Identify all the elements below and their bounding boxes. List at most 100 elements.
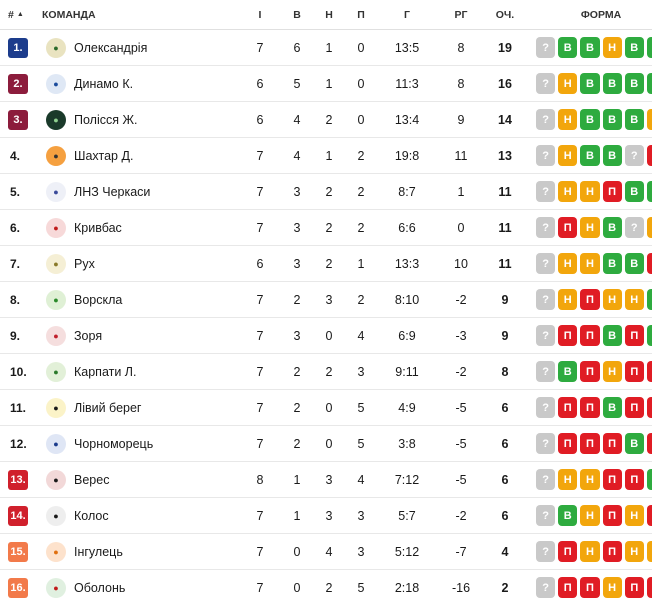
- team-cell[interactable]: ● Ворскла: [42, 289, 238, 310]
- table-row[interactable]: 4. ● Шахтар Д. 7 4 1 2 19:8 11 13 ?НВВ?П: [0, 138, 652, 174]
- team-name[interactable]: Динамо К.: [74, 76, 134, 91]
- table-row[interactable]: 7. ● Рух 6 3 2 1 13:3 10 11 ?ННВВП: [0, 246, 652, 282]
- form-result-box[interactable]: Н: [580, 505, 600, 526]
- team-name[interactable]: Інгулець: [74, 544, 123, 559]
- form-result-box[interactable]: ?: [536, 217, 556, 238]
- form-result-box[interactable]: П: [558, 217, 578, 238]
- form-result-box[interactable]: В: [558, 37, 578, 58]
- form-result-box[interactable]: П: [646, 433, 652, 454]
- form-result-box[interactable]: П: [558, 397, 578, 418]
- header-drawn[interactable]: Н: [325, 8, 333, 21]
- team-name[interactable]: ЛНЗ Черкаси: [74, 184, 151, 199]
- table-row[interactable]: 10. ● Карпати Л. 7 2 2 3 9:11 -2 8 ? В П Н П…: [0, 354, 652, 390]
- form-result-box[interactable]: ?: [536, 577, 556, 598]
- team-name[interactable]: Олександрія: [74, 40, 148, 55]
- form-result-box[interactable]: П: [624, 577, 644, 598]
- form-result-box[interactable]: П: [580, 433, 600, 454]
- form-result-box[interactable]: В: [602, 217, 622, 238]
- form-result-box[interactable]: ?: [624, 217, 644, 238]
- table-row[interactable]: 8. ● Ворскла 7 2 3 2 8:10 -2 9 ?НПННВ: [0, 282, 652, 318]
- form-result-box[interactable]: В: [624, 73, 644, 94]
- header-won[interactable]: В: [293, 8, 301, 21]
- form-result-box[interactable]: П: [558, 577, 578, 598]
- form-result-box[interactable]: В: [646, 325, 652, 346]
- form-result-box[interactable]: Н: [624, 505, 644, 526]
- team-name[interactable]: Кривбас: [74, 220, 122, 235]
- form-result-box[interactable]: Н: [646, 109, 652, 130]
- team-name[interactable]: Верес: [74, 472, 110, 487]
- team-cell[interactable]: ● Рух: [42, 253, 238, 274]
- form-result-box[interactable]: Н: [558, 73, 578, 94]
- team-name[interactable]: Рух: [74, 256, 95, 271]
- table-row[interactable]: 3. ● Полісся Ж. 6 4 2 0 13:4 9 14 ?НВВВН: [0, 102, 652, 138]
- form-result-box[interactable]: Н: [602, 37, 622, 58]
- form-result-box[interactable]: В: [624, 109, 644, 130]
- form-result-box[interactable]: ?: [536, 541, 556, 562]
- form-result-box[interactable]: П: [580, 289, 600, 310]
- form-result-box[interactable]: Н: [624, 289, 644, 310]
- form-result-box[interactable]: П: [580, 577, 600, 598]
- form-result-box[interactable]: П: [602, 505, 622, 526]
- form-result-box[interactable]: Н: [580, 469, 600, 490]
- table-row[interactable]: 9. ● Зоря 7 3 0 4 6:9 -3 9 ?ППВПВ: [0, 318, 652, 354]
- form-result-box[interactable]: ?: [536, 145, 556, 166]
- form-result-box[interactable]: В: [602, 109, 622, 130]
- team-cell[interactable]: ● Карпати Л.: [42, 361, 238, 382]
- form-result-box[interactable]: Н: [580, 217, 600, 238]
- form-result-box[interactable]: ?: [536, 37, 556, 58]
- team-name[interactable]: Полісся Ж.: [74, 112, 138, 127]
- team-cell[interactable]: ● Динамо К.: [42, 73, 238, 94]
- table-row[interactable]: 16. ● Оболонь 7 0 2 5 2:18 -16 2 ?ППНПП: [0, 570, 652, 605]
- team-cell[interactable]: ● Інгулець: [42, 541, 238, 562]
- form-result-box[interactable]: В: [558, 505, 578, 526]
- team-name[interactable]: Оболонь: [74, 580, 126, 595]
- form-result-box[interactable]: Н: [558, 181, 578, 202]
- form-result-box[interactable]: П: [646, 577, 652, 598]
- form-result-box[interactable]: ?: [536, 433, 556, 454]
- form-result-box[interactable]: Н: [558, 469, 578, 490]
- form-result-box[interactable]: В: [624, 253, 644, 274]
- form-result-box[interactable]: В: [602, 325, 622, 346]
- form-result-box[interactable]: П: [602, 469, 622, 490]
- form-result-box[interactable]: В: [646, 181, 652, 202]
- form-result-box[interactable]: ?: [536, 361, 556, 382]
- form-result-box[interactable]: П: [646, 253, 652, 274]
- form-result-box[interactable]: П: [624, 397, 644, 418]
- form-result-box[interactable]: ?: [536, 289, 556, 310]
- form-result-box[interactable]: В: [602, 73, 622, 94]
- form-result-box[interactable]: ?: [536, 73, 556, 94]
- form-result-box[interactable]: В: [646, 289, 652, 310]
- team-cell[interactable]: ● Полісся Ж.: [42, 109, 238, 130]
- form-result-box[interactable]: В: [580, 109, 600, 130]
- form-result-box[interactable]: П: [558, 433, 578, 454]
- team-name[interactable]: Карпати Л.: [74, 364, 137, 379]
- form-result-box[interactable]: ?: [536, 325, 556, 346]
- form-result-box[interactable]: В: [580, 73, 600, 94]
- header-goals[interactable]: Г: [404, 8, 410, 21]
- form-result-box[interactable]: Н: [558, 253, 578, 274]
- form-result-box[interactable]: В: [558, 361, 578, 382]
- team-cell[interactable]: ● Колос: [42, 505, 238, 526]
- team-cell[interactable]: ● Кривбас: [42, 217, 238, 238]
- team-name[interactable]: Зоря: [74, 328, 103, 343]
- sort-asc-icon[interactable]: ▲: [16, 11, 24, 18]
- form-result-box[interactable]: П: [602, 181, 622, 202]
- form-result-box[interactable]: ?: [536, 181, 556, 202]
- table-row[interactable]: 2. ● Динамо К. 6 5 1 0 11:3 8 16 ?НВВВВ: [0, 66, 652, 102]
- form-result-box[interactable]: Н: [580, 181, 600, 202]
- form-result-box[interactable]: П: [580, 325, 600, 346]
- form-result-box[interactable]: ?: [536, 253, 556, 274]
- form-result-box[interactable]: П: [558, 325, 578, 346]
- header-team[interactable]: КОМАНДА: [42, 8, 96, 21]
- team-name[interactable]: Лівий берег: [74, 400, 142, 415]
- form-result-box[interactable]: В: [646, 469, 652, 490]
- form-result-box[interactable]: В: [580, 145, 600, 166]
- form-result-box[interactable]: Н: [602, 361, 622, 382]
- form-result-box[interactable]: ?: [624, 145, 644, 166]
- team-name[interactable]: Колос: [74, 508, 109, 523]
- form-result-box[interactable]: В: [646, 73, 652, 94]
- form-result-box[interactable]: В: [602, 253, 622, 274]
- table-row[interactable]: 11. ● Лівий берег 7 2 0 5 4:9 -5 6 ? П П В П…: [0, 390, 652, 426]
- form-result-box[interactable]: В: [624, 181, 644, 202]
- team-name[interactable]: Ворскла: [74, 292, 123, 307]
